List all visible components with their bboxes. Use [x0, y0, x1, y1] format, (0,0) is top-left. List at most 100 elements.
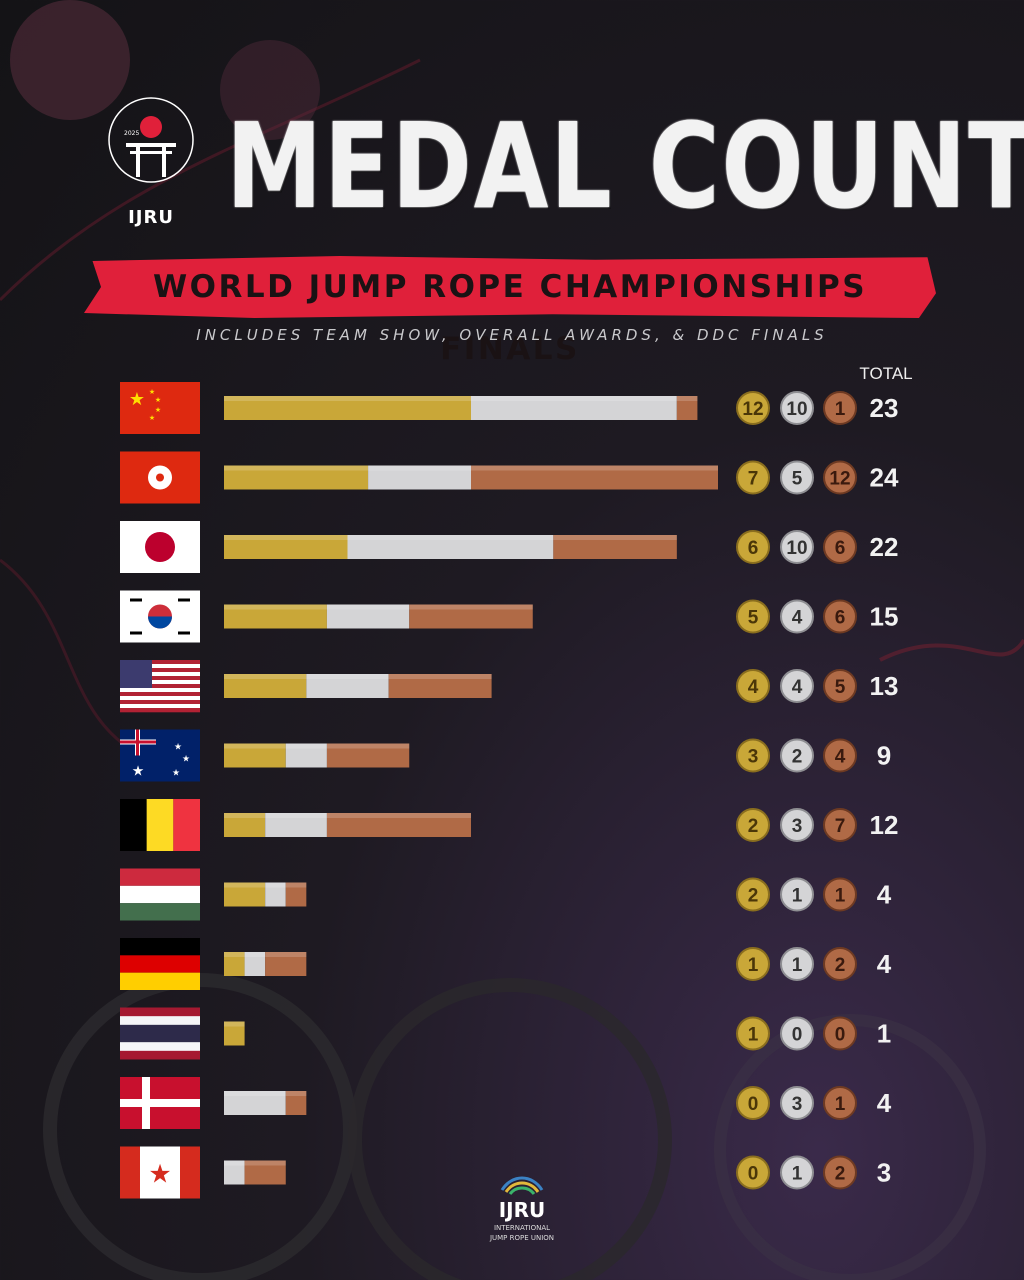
bronze-medal-icon-5	[823, 738, 857, 773]
gold-medal-icon-10	[736, 1086, 770, 1120]
bronze-count-label-1: 12	[829, 469, 850, 490]
total-column-header: TOTAL	[859, 364, 913, 383]
gold-medal-icon-1	[736, 460, 770, 495]
bronze-count-label-7: 1	[835, 886, 846, 907]
silver-count-label-11: 1	[792, 1164, 803, 1185]
usa-flag	[120, 660, 200, 713]
bar-gold-shine-3	[224, 604, 327, 610]
bar-silver-shine-5	[285, 743, 327, 749]
svg-text:★: ★	[148, 1160, 171, 1190]
gold-medal-icon-6	[736, 808, 770, 842]
gold-count-label-11: 0	[748, 1164, 759, 1185]
bronze-medal-icon-2	[823, 530, 857, 564]
bar-silver-4	[306, 674, 389, 698]
bar-gold-4	[224, 674, 307, 698]
bar-bronze-shine-0	[676, 396, 698, 401]
south-korea-flag	[120, 590, 200, 643]
bar-gold-3	[224, 604, 327, 629]
bronze-medal-icon-3	[823, 599, 857, 634]
bar-bronze-7	[285, 882, 307, 907]
total-label-11: 3	[877, 1158, 891, 1188]
bronze-medal-icon-4	[823, 669, 857, 703]
svg-text:★: ★	[172, 769, 180, 779]
bar-silver-shine-0	[471, 396, 677, 401]
bar-bronze-shine-3	[409, 604, 533, 610]
silver-medal-icon-7	[780, 877, 814, 912]
bar-bronze-6	[326, 813, 471, 837]
svg-text:★: ★	[174, 743, 182, 753]
thailand-flag	[120, 1007, 200, 1060]
bar-gold-shine-7	[224, 882, 266, 888]
logo-year: 2025	[124, 130, 139, 137]
bronze-count-label-0: 1	[835, 399, 846, 420]
australia-flag: ★★★★	[120, 729, 200, 782]
bar-bronze-shine-2	[553, 535, 677, 540]
svg-text:★: ★	[155, 396, 161, 404]
hungary-flag	[120, 868, 200, 921]
bar-silver-11	[224, 1160, 245, 1185]
total-label-9: 1	[877, 1019, 891, 1049]
bronze-count-label-5: 4	[835, 747, 846, 768]
gold-medal-icon-8	[736, 947, 770, 981]
bar-gold-shine-0	[224, 396, 471, 401]
bar-bronze-shine-8	[265, 952, 307, 957]
gold-count-label-2: 6	[748, 538, 759, 559]
bar-silver-shine-8	[244, 952, 266, 957]
japan-flag	[120, 521, 200, 573]
silver-count-label-0: 10	[786, 399, 807, 420]
silver-medal-icon-1	[780, 460, 814, 495]
bronze-medal-icon-11	[823, 1155, 857, 1190]
bar-gold-shine-6	[224, 813, 266, 818]
bar-gold-shine-4	[224, 674, 307, 679]
silver-medal-icon-5	[780, 738, 814, 773]
bar-gold-shine-9	[224, 1021, 245, 1027]
silver-medal-icon-9	[780, 1016, 814, 1051]
bar-silver-shine-11	[224, 1160, 245, 1166]
total-label-10: 4	[877, 1088, 892, 1118]
bar-gold-0	[224, 396, 471, 420]
banner-title: WORLD JUMP ROPE CHAMPIONSHIPS FINALS	[152, 269, 868, 367]
bronze-count-label-9: 0	[835, 1025, 846, 1046]
silver-medal-icon-10	[780, 1086, 814, 1120]
bar-silver-3	[326, 604, 410, 629]
bar-bronze-1	[471, 465, 718, 490]
bar-silver-8	[244, 952, 266, 976]
bar-silver-shine-6	[265, 813, 327, 818]
bar-silver-shine-1	[368, 465, 471, 471]
bar-bronze-shine-6	[326, 813, 471, 818]
bar-gold-6	[224, 813, 266, 837]
svg-text:★: ★	[149, 414, 155, 422]
gold-count-label-8: 1	[748, 955, 759, 976]
logo-letters: IJRU	[128, 207, 174, 228]
gold-medal-icon-0	[736, 391, 770, 425]
bronze-count-label-10: 1	[835, 1094, 846, 1115]
silver-count-label-10: 3	[792, 1094, 803, 1115]
silver-count-label-1: 5	[792, 469, 803, 490]
bar-silver-shine-10	[224, 1091, 286, 1096]
bronze-count-label-8: 2	[835, 955, 846, 976]
silver-count-label-5: 2	[792, 747, 803, 768]
silver-medal-icon-2	[780, 530, 814, 564]
silver-count-label-6: 3	[792, 816, 803, 837]
silver-medal-icon-11	[780, 1155, 814, 1190]
silver-count-label-4: 4	[792, 677, 803, 698]
gold-count-label-6: 2	[748, 816, 759, 837]
china-flag: ★ ★★★★	[120, 382, 200, 434]
bronze-count-label-4: 5	[835, 677, 846, 698]
bar-bronze-4	[388, 674, 492, 698]
bronze-medal-icon-7	[823, 877, 857, 912]
germany-flag	[120, 938, 200, 990]
bar-silver-0	[471, 396, 677, 420]
total-label-4: 13	[870, 671, 899, 701]
bar-bronze-2	[553, 535, 677, 559]
svg-text:★: ★	[182, 755, 190, 765]
gold-count-label-3: 5	[748, 608, 759, 629]
bar-silver-5	[285, 743, 327, 768]
bar-gold-9	[224, 1021, 245, 1046]
silver-medal-icon-8	[780, 947, 814, 981]
bar-bronze-shine-4	[388, 674, 492, 679]
gold-medal-icon-7	[736, 877, 770, 912]
total-label-0: 23	[870, 393, 899, 423]
bar-silver-shine-3	[326, 604, 410, 610]
